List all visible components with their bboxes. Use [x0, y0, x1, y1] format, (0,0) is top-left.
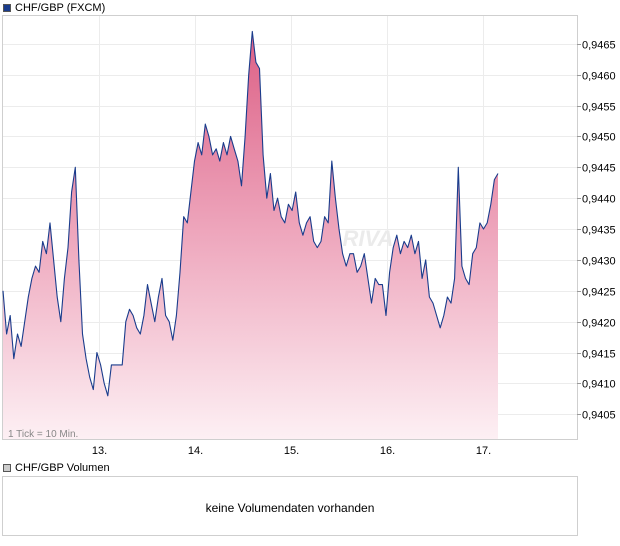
price-chart: ARIVA 0,94050,94100,94150,94200,94250,94…: [2, 15, 616, 457]
x-tick-label: 16.: [380, 445, 395, 457]
x-tick-label: 13.: [92, 445, 107, 457]
price-line: [2, 30, 499, 397]
y-tick-label: 0,9405: [582, 410, 616, 422]
x-axis: 13. 14. 15. 16. 17.: [92, 445, 491, 457]
y-tick-label: 0,9440: [582, 194, 616, 206]
tick-interval-note: 1 Tick = 10 Min.: [8, 429, 78, 440]
x-tick-label: 14.: [188, 445, 203, 457]
x-tick-label: 17.: [476, 445, 491, 457]
y-axis: 0,9405 0,9410 0,9415 0,9420 0,9425 0,9430 0,94…: [577, 40, 616, 422]
y-tick-label: 0,9425: [582, 287, 616, 299]
volume-panel: keine Volumendaten vorhanden: [2, 476, 578, 536]
y-tick-label: 0,9430: [582, 256, 616, 268]
y-tick-label: 0,9455: [582, 102, 616, 114]
y-tick-label: 0,9415: [582, 349, 616, 361]
y-tick-label: 0,9460: [582, 71, 616, 83]
y-tick-label: 0,9420: [582, 318, 616, 330]
y-tick-label: 0,9435: [582, 225, 616, 237]
y-tick-label: 0,9465: [582, 40, 616, 52]
price-legend-swatch: [3, 4, 11, 12]
price-area: [3, 31, 498, 440]
y-tick-label: 0,9450: [582, 132, 616, 144]
volume-legend-label: CHF/GBP Volumen: [15, 462, 110, 474]
y-tick-label: 0,9410: [582, 379, 616, 391]
volume-legend-swatch: [3, 464, 11, 472]
price-legend-label: CHF/GBP (FXCM): [15, 2, 106, 14]
volume-message: keine Volumendaten vorhanden: [205, 501, 375, 515]
y-tick-label: 0,9445: [582, 163, 616, 175]
x-tick-label: 15.: [284, 445, 299, 457]
price-legend: CHF/GBP (FXCM): [3, 1, 105, 15]
volume-legend: CHF/GBP Volumen: [3, 461, 110, 475]
